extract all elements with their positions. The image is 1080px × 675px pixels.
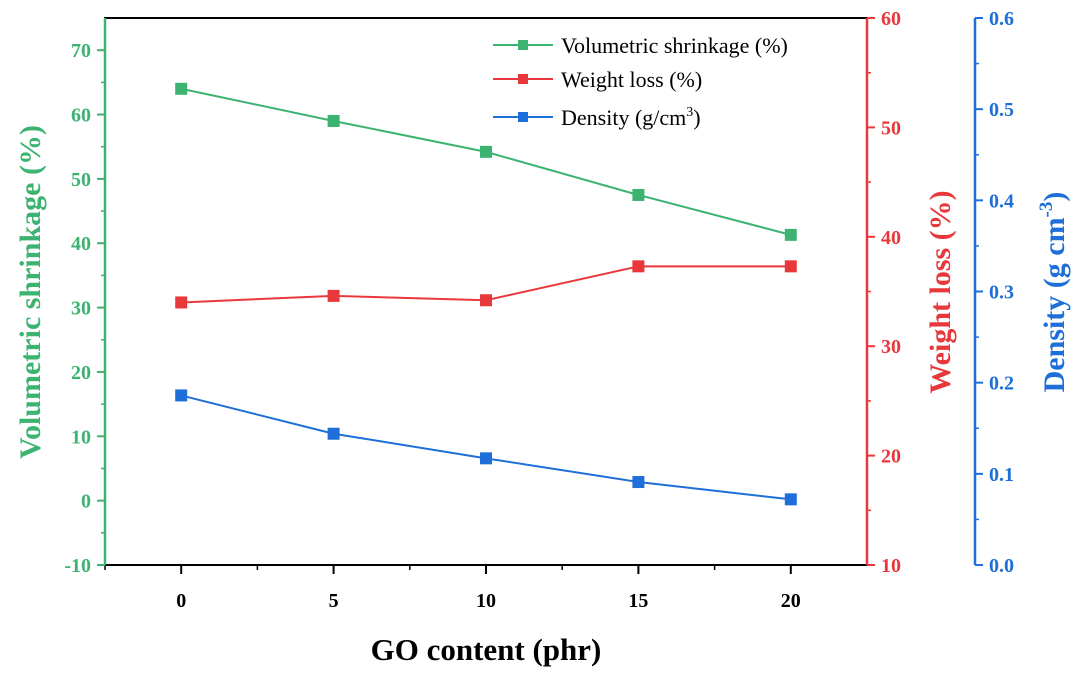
legend-item-weight-loss: Weight loss (%)	[493, 67, 702, 92]
left-tick-label: 20	[71, 362, 91, 384]
data-point-weight-loss	[784, 260, 797, 273]
density-tick-label: 0.4	[989, 190, 1014, 212]
legend-marker-density	[518, 112, 528, 122]
data-point-weight-loss	[327, 289, 340, 302]
left-tick-label: 0	[81, 491, 91, 513]
density-axis-title-main: Density (g cm	[1038, 217, 1071, 392]
legend-label-volumetric-shrinkage: Volumetric shrinkage (%)	[561, 33, 788, 58]
data-point-density	[632, 476, 645, 489]
series-line-density	[180, 394, 791, 501]
data-point-weight-loss	[480, 294, 492, 307]
data-point-volumetric-shrinkage	[632, 188, 645, 201]
legend-item-density: Density (g/cm3)	[493, 105, 701, 130]
left-tick-label: 10	[71, 426, 91, 448]
density-axis-title-end: )	[1038, 192, 1071, 202]
series-layer	[175, 82, 797, 506]
data-point-volumetric-shrinkage	[784, 228, 797, 241]
data-point-density	[175, 389, 188, 402]
density-tick-label: 0.3	[989, 282, 1014, 304]
left-tick-label: 60	[71, 105, 91, 127]
left-y-axis: -10 0 10 20 30 40 50 60 70	[64, 18, 107, 577]
density-tick-label: 0.0	[989, 555, 1014, 577]
legend-item-volumetric-shrinkage: Volumetric shrinkage (%)	[493, 33, 788, 58]
data-point-density	[327, 427, 340, 440]
data-point-volumetric-shrinkage	[327, 114, 340, 127]
legend-label-density-main: Density (g/cm	[561, 105, 686, 130]
legend-label-density-end: )	[693, 105, 700, 130]
x-tick-label: 15	[628, 590, 648, 612]
x-tick-label: 5	[329, 590, 339, 612]
density-axis-title-sup: -3	[1036, 202, 1057, 218]
left-axis-title: Volumetric shrinkage (%)	[14, 125, 47, 459]
x-tick-label: 20	[781, 590, 801, 612]
x-tick-label: 0	[176, 590, 186, 612]
legend-label-weight-loss: Weight loss (%)	[561, 67, 702, 92]
data-point-weight-loss	[632, 260, 645, 273]
left-tick-label: -10	[64, 555, 91, 577]
weight-loss-tick-label: 30	[881, 336, 901, 358]
density-tick-label: 0.1	[989, 464, 1014, 486]
weight-loss-tick-label: 40	[881, 227, 901, 249]
density-tick-label: 0.2	[989, 373, 1014, 395]
left-tick-label: 70	[71, 40, 91, 62]
x-tick-label: 10	[476, 590, 496, 612]
legend-marker-weight-loss	[518, 74, 528, 84]
legend: Volumetric shrinkage (%) Weight loss (%)…	[493, 33, 788, 130]
left-tick-label: 40	[71, 233, 91, 255]
x-axis: 0 5 10 15 20	[104, 565, 801, 612]
density-tick-label: 0.5	[989, 99, 1014, 121]
x-axis-title: GO content (phr)	[371, 632, 602, 667]
legend-marker-volumetric-shrinkage	[518, 40, 528, 50]
plot-frame	[104, 17, 868, 566]
data-point-density	[784, 493, 797, 506]
data-point-volumetric-shrinkage	[480, 145, 492, 158]
weight-loss-tick-label: 60	[881, 8, 901, 30]
weight-loss-tick-label: 20	[881, 446, 901, 468]
left-tick-label: 50	[71, 169, 91, 191]
density-tick-label: 0.6	[989, 8, 1014, 30]
weight-loss-tick-label: 10	[881, 555, 901, 577]
data-point-density	[480, 452, 492, 465]
data-point-weight-loss	[175, 296, 188, 309]
weight-loss-y-axis: 10 20 30 40 50 60	[865, 8, 901, 577]
density-y-axis: 0.0 0.1 0.2 0.3 0.4 0.5 0.6	[973, 8, 1014, 577]
legend-label-density-sup: 3	[686, 105, 693, 120]
left-tick-label: 30	[71, 298, 91, 320]
data-point-volumetric-shrinkage	[175, 82, 188, 95]
legend-label-density: Density (g/cm3)	[561, 105, 701, 130]
weight-loss-tick-label: 50	[881, 117, 901, 139]
density-axis-title: Density (g cm-3)	[1036, 192, 1071, 393]
weight-loss-axis-title: Weight loss (%)	[924, 190, 957, 393]
